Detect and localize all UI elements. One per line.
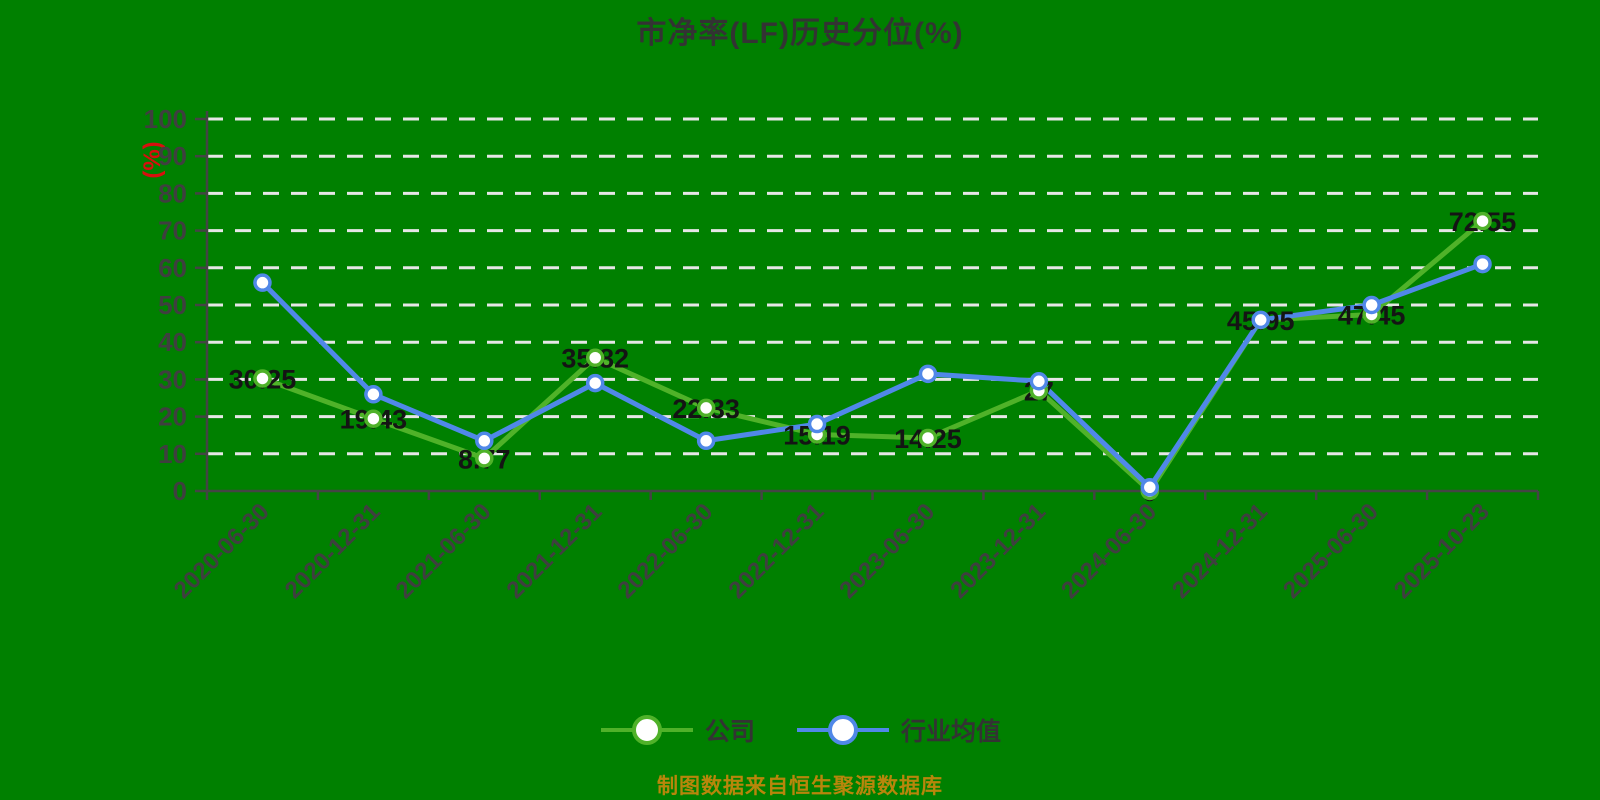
data-point-公司-2020-06-30[interactable] <box>253 369 272 388</box>
svg-text:2022-12-31: 2022-12-31 <box>723 498 829 604</box>
data-point-行业均值-2020-12-31[interactable] <box>364 385 383 404</box>
svg-text:40: 40 <box>158 327 187 357</box>
svg-text:2020-12-31: 2020-12-31 <box>280 498 386 604</box>
data-point-行业均值-2024-06-30[interactable] <box>1140 478 1160 497</box>
legend-label-industry-average: 行业均值 <box>901 718 1002 746</box>
svg-text:30: 30 <box>158 364 187 394</box>
data-point-行业均值-2023-12-31[interactable] <box>1029 372 1049 391</box>
svg-text:2021-06-30: 2021-06-30 <box>391 498 497 604</box>
legend: 公司 行业均值 <box>0 710 1600 750</box>
data-source-note: 制图数据来自恒生聚源数据库 <box>657 775 943 798</box>
svg-text:2020-06-30: 2020-06-30 <box>169 498 275 604</box>
data-point-行业均值-2021-06-30[interactable] <box>475 431 494 451</box>
legend-item-company[interactable]: 公司 <box>599 710 755 750</box>
svg-text:20: 20 <box>158 402 187 432</box>
data-point-行业均值-2022-06-30[interactable] <box>696 431 716 451</box>
svg-text:0: 0 <box>173 476 187 506</box>
svg-text:2024-12-31: 2024-12-31 <box>1167 498 1273 604</box>
data-point-行业均值-2023-06-30[interactable] <box>918 364 938 384</box>
data-point-公司-2025-10-23[interactable] <box>1473 211 1492 231</box>
svg-text:2021-12-31: 2021-12-31 <box>502 498 608 604</box>
data-point-行业均值-2024-12-31[interactable] <box>1251 310 1270 330</box>
svg-text:10: 10 <box>158 439 187 469</box>
svg-text:2025-10-23: 2025-10-23 <box>1389 498 1495 604</box>
svg-text:70: 70 <box>158 216 187 246</box>
svg-text:50: 50 <box>158 290 187 320</box>
legend-label-company: 公司 <box>704 718 755 746</box>
svg-text:2022-06-30: 2022-06-30 <box>612 498 718 604</box>
svg-text:80: 80 <box>158 178 187 208</box>
data-point-公司-2023-06-30[interactable] <box>918 428 938 448</box>
svg-text:60: 60 <box>158 253 187 283</box>
data-point-行业均值-2025-06-30[interactable] <box>1362 295 1381 315</box>
svg-text:100: 100 <box>144 104 187 134</box>
data-point-公司-2021-06-30[interactable] <box>475 449 494 468</box>
svg-text:2024-06-30: 2024-06-30 <box>1056 498 1162 604</box>
industry-average-series-marker-icon <box>797 715 889 745</box>
company-series-marker-icon <box>600 715 693 745</box>
svg-text:2025-06-30: 2025-06-30 <box>1278 498 1384 604</box>
data-point-行业均值-2025-10-23[interactable] <box>1473 254 1492 274</box>
data-point-行业均值-2020-06-30[interactable] <box>253 273 272 292</box>
data-point-公司-2021-12-31[interactable] <box>585 348 605 367</box>
svg-text:2023-12-31: 2023-12-31 <box>945 498 1051 604</box>
data-point-行业均值-2022-12-31[interactable] <box>807 414 827 434</box>
legend-item-industry-average[interactable]: 行业均值 <box>795 710 1001 750</box>
data-point-公司-2022-06-30[interactable] <box>696 398 716 418</box>
svg-text:2023-06-30: 2023-06-30 <box>834 498 940 604</box>
svg-text:90: 90 <box>158 141 187 171</box>
chart-title: 市净率(LF)历史分位(%) <box>636 17 964 50</box>
data-point-行业均值-2021-12-31[interactable] <box>585 373 605 393</box>
data-point-公司-2020-12-31[interactable] <box>364 409 383 428</box>
